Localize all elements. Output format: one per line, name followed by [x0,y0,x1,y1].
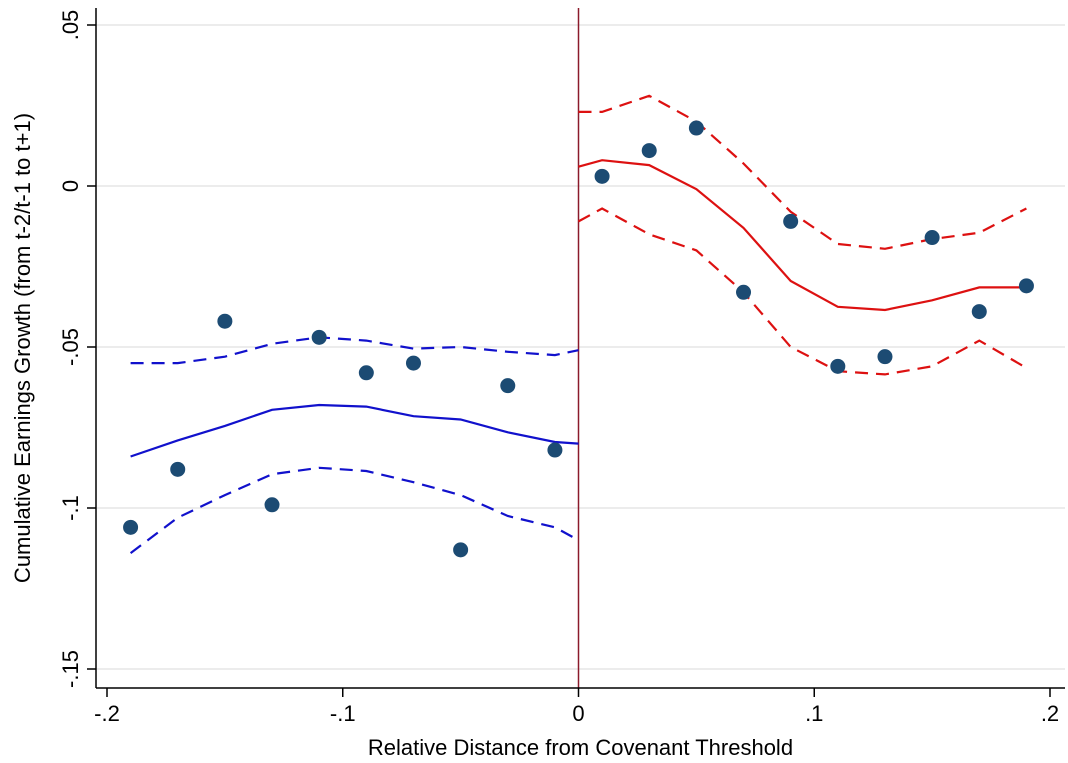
y-tick-label: -.1 [58,495,83,521]
data-point [547,442,563,458]
left-upper-ci [130,336,579,365]
left-lower-ci [129,466,580,554]
x-tick-label: .1 [805,701,823,726]
data-point [783,213,799,229]
data-point [594,168,610,184]
left-fit-line [130,403,579,458]
y-tick-label: 0 [58,180,83,192]
data-point [358,365,374,381]
data-point [311,329,327,345]
x-tick-label: .2 [1041,701,1059,726]
fit-lines [129,94,1027,554]
y-tick-label: .05 [58,10,83,41]
right-upper-ci [578,94,1027,250]
data-point [641,143,657,159]
data-point [170,461,186,477]
x-tick-label: -.2 [94,701,120,726]
data-point [877,349,893,365]
data-point [971,304,987,320]
x-tick-label: 0 [572,701,584,726]
data-point [217,313,233,329]
axes: -.2 -.1 0 .1 .2 -.15 -.1 -.05 0 .05 [58,8,1065,726]
data-point [924,230,940,246]
y-tick-label: -.15 [58,650,83,688]
data-point [688,120,704,136]
data-point [123,519,139,535]
scatter-points [123,120,1034,558]
data-point [736,284,752,300]
y-tick-label: -.05 [58,328,83,366]
data-point [1018,278,1034,294]
data-point [830,358,846,374]
gridlines [96,24,1065,670]
x-tick-label: -.1 [330,701,356,726]
data-point [405,355,421,371]
right-lower-ci [577,207,1027,376]
right-fit-line [578,159,1027,312]
data-point [500,378,516,394]
data-point [264,497,280,513]
y-axis-title: Cumulative Earnings Growth (from t-2/t-1… [10,113,35,583]
data-point [453,542,469,558]
x-axis-title: Relative Distance from Covenant Threshol… [368,735,793,760]
